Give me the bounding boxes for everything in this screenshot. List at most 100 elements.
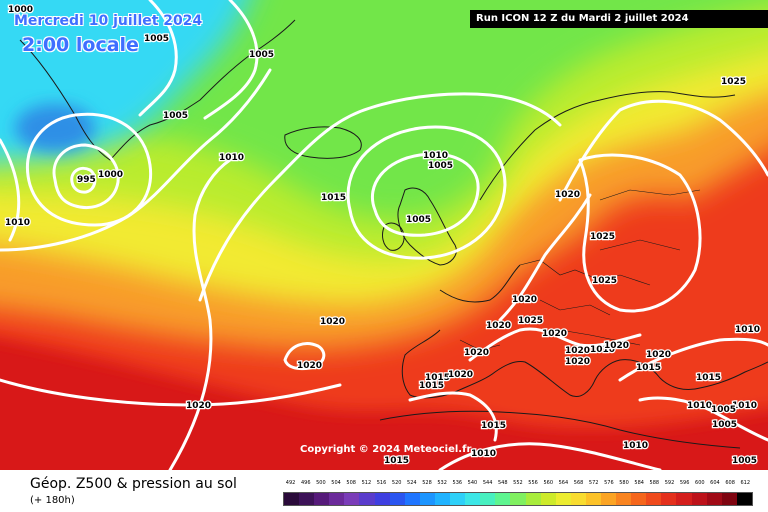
isobar-label: 1020 bbox=[565, 357, 590, 367]
legend-tick-label: 584 bbox=[634, 480, 644, 486]
map-footer: Géop. Z500 & pression au sol (+ 180h) 49… bbox=[0, 470, 768, 512]
isobar-label: 1010 bbox=[623, 441, 648, 451]
legend-color-swatch bbox=[299, 493, 315, 505]
isobar-label: 1010 bbox=[590, 345, 615, 355]
isobar-label: 1025 bbox=[518, 316, 543, 326]
legend-color-swatch bbox=[284, 493, 300, 505]
legend-tick-label: 592 bbox=[664, 480, 675, 486]
isobar-label: 1020 bbox=[646, 350, 671, 360]
isobar-label: 1010 bbox=[471, 449, 496, 459]
legend-tick-label: 560 bbox=[543, 480, 553, 486]
legend-color-swatch bbox=[389, 493, 405, 505]
legend-color-swatch bbox=[450, 493, 466, 505]
isobar-995 bbox=[70, 166, 97, 194]
isobar-label: 1020 bbox=[486, 321, 511, 331]
isobar-label: 1020 bbox=[448, 370, 473, 380]
legend-color-swatch bbox=[419, 493, 435, 505]
isobar-label: 1005 bbox=[711, 405, 736, 415]
legend-color-swatch bbox=[465, 493, 481, 505]
legend-color-swatch bbox=[721, 493, 737, 505]
isobar-label: 1010 bbox=[735, 325, 760, 335]
africa-coast bbox=[379, 410, 741, 449]
isobar-label: 1025 bbox=[721, 77, 746, 87]
legend-tick-label: 576 bbox=[604, 480, 614, 486]
legend-color-swatch bbox=[661, 493, 677, 505]
isobar-label: 1010 bbox=[219, 153, 244, 163]
legend-color-swatch bbox=[374, 493, 390, 505]
isobar-1015-east bbox=[618, 337, 768, 442]
isobar-label: 1020 bbox=[186, 401, 211, 411]
legend-color-swatch bbox=[314, 493, 330, 505]
isobar-label: 1015 bbox=[696, 373, 721, 383]
legend-tick-label: 504 bbox=[331, 480, 341, 486]
isobar-label: 1000 bbox=[8, 5, 33, 15]
isobar-label: 1020 bbox=[555, 190, 580, 200]
isobar-label: 1015 bbox=[384, 456, 409, 466]
forecast-time-label: 2:00 locale bbox=[22, 34, 139, 56]
isobar-label: 1005 bbox=[144, 34, 169, 44]
legend-tick-label: 544 bbox=[482, 480, 493, 486]
isobar-label: 1020 bbox=[604, 341, 629, 351]
isobar-label: 1020 bbox=[297, 361, 322, 371]
legend-color-swatch bbox=[344, 493, 360, 505]
legend-tick-label: 500 bbox=[316, 480, 326, 486]
isobar-label: 1025 bbox=[590, 232, 615, 242]
legend-tick-label: 508 bbox=[346, 480, 356, 486]
legend-tick-label: 524 bbox=[407, 480, 417, 486]
isobar-label: 1020 bbox=[464, 348, 489, 358]
legend-tick-label: 572 bbox=[588, 480, 599, 486]
legend-tick-label: 492 bbox=[285, 480, 296, 486]
legend-color-swatch bbox=[646, 493, 662, 505]
legend-color-swatch bbox=[691, 493, 707, 505]
ireland-coast bbox=[382, 222, 405, 251]
isobar-1025-north bbox=[558, 99, 768, 202]
legend-tick-label: 608 bbox=[725, 480, 735, 486]
isobar-label: 1005 bbox=[428, 161, 453, 171]
legend-color-swatch bbox=[600, 493, 617, 505]
legend-tick-label: 556 bbox=[528, 480, 538, 486]
legend-color-swatch bbox=[359, 493, 375, 505]
legend-tick-label: 512 bbox=[361, 480, 372, 486]
legend-color-swatch bbox=[404, 493, 420, 505]
legend-color-swatch bbox=[676, 493, 692, 505]
legend-tick-label: 516 bbox=[376, 480, 387, 486]
legend-tick-label: 564 bbox=[558, 480, 569, 486]
isobar-label: 1020 bbox=[512, 295, 537, 305]
legend-tick-label: 600 bbox=[695, 480, 705, 486]
product-title: Géop. Z500 & pression au sol bbox=[30, 476, 237, 492]
isobar-label: 1010 bbox=[687, 401, 712, 411]
legend-tick-label: 552 bbox=[513, 480, 523, 486]
coastlines bbox=[19, 19, 768, 449]
legend-color-swatch bbox=[706, 493, 722, 505]
isobar-1010-iceland-low bbox=[346, 125, 507, 260]
legend-color-swatch bbox=[525, 493, 541, 505]
borders bbox=[459, 189, 701, 351]
legend-tick-label: 588 bbox=[649, 480, 660, 486]
isobar-label: 1015 bbox=[481, 421, 506, 431]
legend-tick-label: 520 bbox=[391, 480, 402, 486]
britain-coast bbox=[397, 187, 457, 266]
color-scale-legend: 492 496 500 504 508 512 516 520 524 528 532 536 540 5… bbox=[283, 480, 753, 510]
isobar-1010-west bbox=[0, 68, 272, 252]
isobar-labels: 1000 1005 1005 1005 1010 995 1000 1010 1… bbox=[4, 4, 762, 468]
scandinavia-coast bbox=[479, 91, 736, 201]
isobar-label: 1005 bbox=[732, 456, 757, 466]
isobar-label: 1020 bbox=[320, 317, 345, 327]
legend-color-swatch bbox=[540, 493, 556, 505]
legend-tick-label: 596 bbox=[679, 480, 690, 486]
legend-color-swatch bbox=[570, 493, 586, 505]
isobar-1020-south bbox=[0, 378, 342, 407]
legend-tick-label: 536 bbox=[452, 480, 463, 486]
model-run-label: Run ICON 12 Z du Mardi 2 juillet 2024 bbox=[470, 10, 768, 28]
isobar-label: 1010 bbox=[732, 401, 757, 411]
isobar-label: 1020 bbox=[565, 346, 590, 356]
legend-color-swatch bbox=[434, 493, 451, 505]
isobar-1005-low bbox=[25, 112, 153, 227]
isobar-1010-south bbox=[438, 442, 662, 470]
legend-color-swatch bbox=[495, 493, 511, 505]
legend-tick-label: 568 bbox=[573, 480, 584, 486]
legend-color-swatch bbox=[631, 493, 647, 505]
isobar-label: 1005 bbox=[249, 50, 274, 60]
isobar-label: 1010 bbox=[423, 151, 448, 161]
